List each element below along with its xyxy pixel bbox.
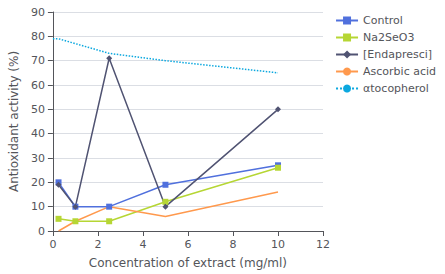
svg-text:80: 80 (31, 30, 45, 43)
svg-text:Concentration of extract (mg/m: Concentration of extract (mg/ml) (89, 256, 287, 270)
svg-text:0: 0 (38, 225, 45, 238)
svg-text:4: 4 (139, 238, 146, 251)
svg-text:[Endapresci]: [Endapresci] (363, 48, 432, 61)
svg-text:Antioxidant activity (%): Antioxidant activity (%) (7, 51, 21, 192)
svg-text:60: 60 (31, 79, 45, 92)
svg-text:10: 10 (31, 200, 45, 213)
svg-text:0: 0 (49, 238, 56, 251)
svg-text:6: 6 (184, 238, 191, 251)
svg-text:20: 20 (31, 176, 45, 189)
svg-text:30: 30 (31, 152, 45, 165)
svg-text:50: 50 (31, 103, 45, 116)
svg-text:12: 12 (316, 238, 330, 251)
svg-text:90: 90 (31, 6, 45, 19)
svg-text:Control: Control (363, 14, 403, 27)
svg-text:αtocopherol: αtocopherol (363, 82, 429, 95)
svg-text:10: 10 (271, 238, 285, 251)
svg-text:40: 40 (31, 127, 45, 140)
svg-text:Na2SeO3: Na2SeO3 (363, 31, 414, 44)
svg-text:8: 8 (229, 238, 236, 251)
svg-text:70: 70 (31, 54, 45, 67)
svg-text:Ascorbic acid: Ascorbic acid (363, 65, 436, 78)
svg-text:2: 2 (94, 238, 101, 251)
